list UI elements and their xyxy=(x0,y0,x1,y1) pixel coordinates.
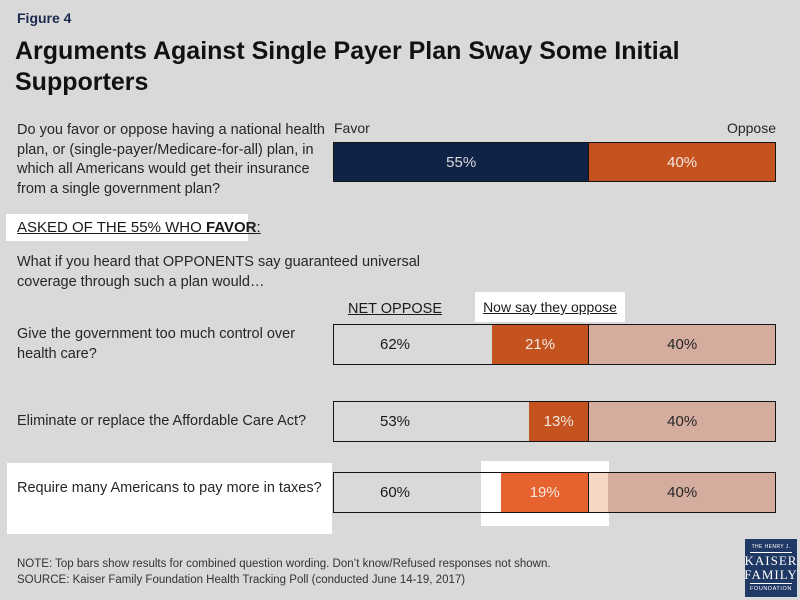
now-say-header: Now say they oppose xyxy=(483,299,617,315)
page-title: Arguments Against Single Payer Plan Sway… xyxy=(15,37,680,97)
bar-pay-more-taxes: 19% 40% xyxy=(333,472,776,513)
oppose-value-label: 40% xyxy=(667,153,698,171)
now-oppose-segment: 19% xyxy=(501,473,590,512)
net-oppose-value: 60% xyxy=(379,484,411,501)
now-oppose-segment: 13% xyxy=(528,402,590,441)
taxes-label-highlight-box xyxy=(7,463,332,534)
oppose-axis-label: Oppose xyxy=(726,120,776,136)
net-oppose-header: NET OPPOSE xyxy=(347,301,442,317)
logo-divider xyxy=(750,582,792,584)
survey-question-text: Do you favor or oppose having a national… xyxy=(17,122,325,197)
favor-oppose-bar: 55% 40% xyxy=(333,142,776,182)
row-label-government-control: Give the government too much control ove… xyxy=(17,325,296,362)
note-text: NOTE: Top bars show results for combined… xyxy=(17,558,551,570)
now-oppose-value-label: 19% xyxy=(529,484,560,501)
favor-value-label: 55% xyxy=(446,153,477,171)
logo-family: FAMILY xyxy=(744,567,798,582)
initial-oppose-value-label: 40% xyxy=(667,413,698,430)
logo-foundation: FOUNDATION xyxy=(750,585,792,592)
initial-oppose-value-label: 40% xyxy=(667,484,698,501)
favor-segment: 55% xyxy=(334,143,590,181)
net-oppose-value: 53% xyxy=(379,413,411,430)
now-oppose-value-label: 13% xyxy=(543,413,574,430)
now-oppose-segment: 21% xyxy=(491,325,590,364)
favor-axis-label: Favor xyxy=(334,120,370,136)
initial-oppose-value-label: 40% xyxy=(667,336,698,353)
bar-replace-aca: 13% 40% xyxy=(333,401,776,442)
initial-oppose-segment: 40% xyxy=(589,402,775,441)
initial-oppose-segment: 40% xyxy=(589,473,775,512)
bar-government-control: 21% 40% xyxy=(333,324,776,365)
asked-of-text: ASKED OF THE 55% WHO FAVOR: xyxy=(17,219,261,236)
figure-label: Figure 4 xyxy=(17,10,72,26)
row-label-replace-aca: Eliminate or replace the Affordable Care… xyxy=(17,412,307,429)
kaiser-family-foundation-logo: THE HENRY J. KAISER FAMILY FOUNDATION xyxy=(744,539,798,597)
note-source-block: NOTE: Top bars show results for combined… xyxy=(17,556,707,588)
logo-kaiser: KAISER xyxy=(744,553,798,569)
now-say-highlight-box: Now say they oppose xyxy=(475,292,625,322)
now-oppose-value-label: 21% xyxy=(525,336,556,353)
oppose-segment: 40% xyxy=(589,143,775,181)
asked-of-highlight-box: ASKED OF THE 55% WHO FAVOR: xyxy=(6,214,261,241)
logo-divider xyxy=(750,552,792,554)
logo-line-henry-j: THE HENRY J. xyxy=(751,544,791,551)
highlight-fade xyxy=(589,473,609,512)
initial-oppose-segment: 40% xyxy=(589,325,775,364)
net-oppose-value: 62% xyxy=(379,336,411,353)
followup-question-text: What if you heard that OPPONENTS say gua… xyxy=(17,254,420,290)
source-text: SOURCE: Kaiser Family Foundation Health … xyxy=(17,574,466,587)
row-label-pay-more-taxes: Require many Americans to pay more in ta… xyxy=(17,479,322,496)
